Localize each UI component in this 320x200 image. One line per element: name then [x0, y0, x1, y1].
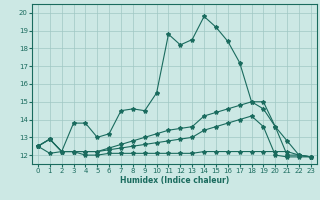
X-axis label: Humidex (Indice chaleur): Humidex (Indice chaleur)	[120, 176, 229, 185]
